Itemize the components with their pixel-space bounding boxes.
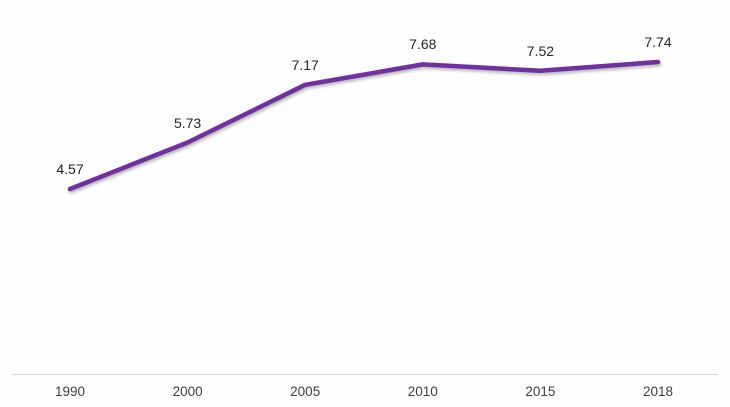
data-label: 7.52 (526, 42, 555, 59)
data-label: 7.74 (644, 34, 672, 50)
data-label: 7.17 (291, 56, 319, 73)
x-tick-label: 1990 (54, 384, 86, 399)
data-label: 4.57 (56, 161, 84, 177)
x-tick-label: 2018 (642, 384, 674, 399)
x-tick-label: 2005 (290, 384, 321, 399)
data-label: 5.73 (173, 114, 202, 131)
x-tick-label: 2000 (172, 384, 203, 399)
x-tick-label: 2010 (407, 384, 438, 399)
x-axis-line (11, 374, 718, 375)
series-line (67, 59, 661, 192)
x-tick-label: 2015 (525, 384, 556, 399)
data-label: 7.68 (409, 36, 437, 53)
